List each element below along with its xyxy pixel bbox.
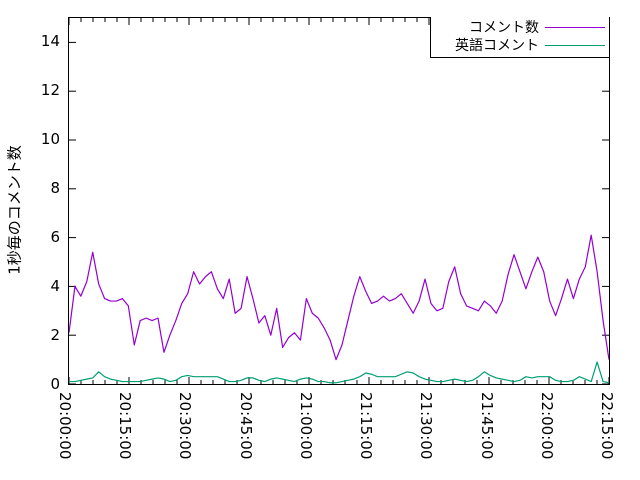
y-tick-label: 6 <box>50 227 60 246</box>
x-tick-label: 20:45:00 <box>236 392 255 460</box>
y-tick-label: 12 <box>40 80 60 99</box>
y-tick-label: 8 <box>50 178 60 197</box>
plot-area <box>68 17 610 385</box>
plot-svg <box>69 18 609 384</box>
x-tick-label: 21:15:00 <box>357 392 376 460</box>
x-tick-label: 20:30:00 <box>176 392 195 460</box>
x-tick-label: 20:00:00 <box>56 392 74 460</box>
x-tick-label: 22:15:00 <box>598 392 616 460</box>
legend-swatch-english-comment <box>545 45 605 46</box>
legend-swatch-comment-count <box>545 27 605 28</box>
y-tick-label: 14 <box>40 31 60 50</box>
legend-entry-english-comment: 英語コメント <box>435 37 605 54</box>
y-axis-title: 1秒毎のコメント数 <box>0 120 28 300</box>
y-tick-label: 10 <box>40 129 60 148</box>
x-tick-label: 21:00:00 <box>296 392 315 460</box>
y-tick-label: 0 <box>50 375 60 393</box>
x-tick-label: 22:00:00 <box>537 392 556 460</box>
y-axis-title-label: 1秒毎のコメント数 <box>5 145 24 275</box>
y-tick-label: 4 <box>50 276 60 295</box>
series-line-english-comment <box>69 362 609 383</box>
series-line-comment-count <box>69 235 609 359</box>
x-tick-label: 21:30:00 <box>417 392 436 460</box>
x-tick-label: 21:45:00 <box>477 392 496 460</box>
y-tick-label: 2 <box>50 325 60 344</box>
legend-label-english-comment: 英語コメント <box>455 37 539 54</box>
legend: コメント数 英語コメント <box>430 17 610 58</box>
x-tick-label: 20:15:00 <box>116 392 135 460</box>
legend-entry-comment-count: コメント数 <box>435 19 605 36</box>
legend-label-comment-count: コメント数 <box>469 19 539 36</box>
